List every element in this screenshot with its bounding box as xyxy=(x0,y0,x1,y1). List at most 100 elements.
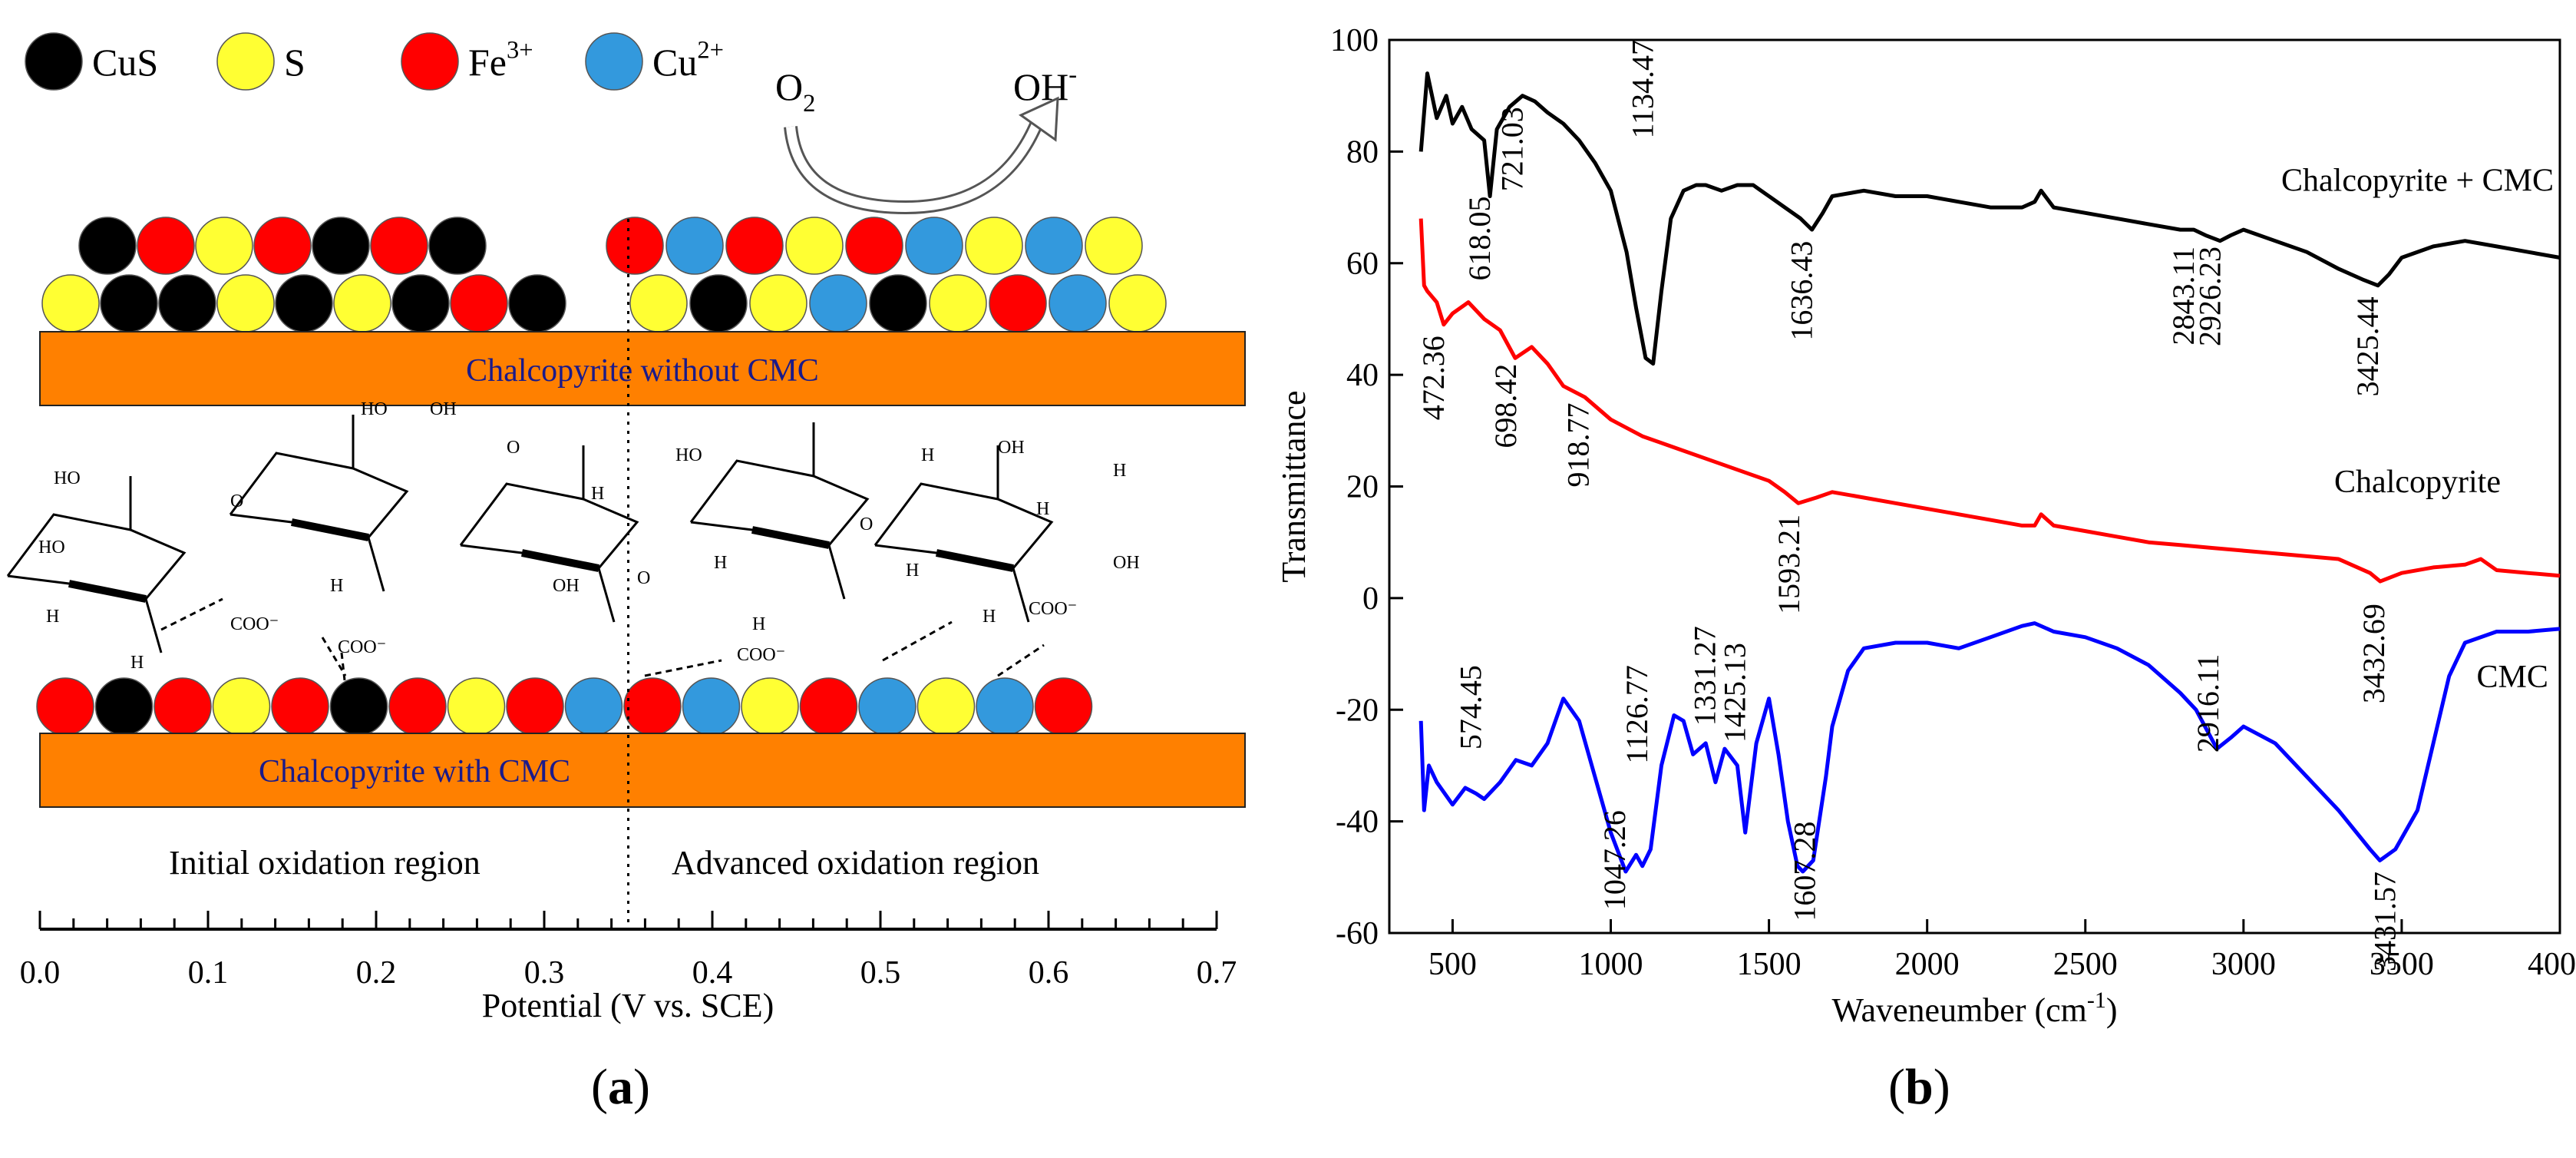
ring-bond-bold xyxy=(751,526,830,549)
panel-b: 5001000150020002500300035004000-60-40-20… xyxy=(1259,0,2576,1154)
interaction-arrows xyxy=(160,597,1045,688)
particle xyxy=(1025,217,1083,275)
peak-label: 1331.27 xyxy=(1688,626,1722,726)
particle xyxy=(137,217,195,275)
particle xyxy=(158,274,216,333)
legend: CuS S Fe3+ Cu2+ xyxy=(25,32,724,91)
x-tick-label: 3000 xyxy=(2211,947,2276,982)
cmc-molecule xyxy=(6,415,1054,653)
interaction-arrow xyxy=(321,637,347,677)
particle xyxy=(725,217,784,275)
molecule-atom-label: OH xyxy=(998,438,1025,458)
particle xyxy=(989,274,1047,333)
ring-substituent xyxy=(367,537,385,592)
figure-label-a-text: a xyxy=(607,1059,633,1115)
particle xyxy=(370,217,428,275)
y-tick-label: 40 xyxy=(1346,358,1379,393)
series-label: Chalcopyrite xyxy=(2334,465,2501,500)
oxidation-arrow xyxy=(786,113,1045,213)
ring-substituent xyxy=(827,544,846,600)
peak-label: 1425.13 xyxy=(1718,643,1752,743)
figure-label-b-text: b xyxy=(1904,1059,1934,1115)
peak-label: 2843.11 xyxy=(2166,246,2201,346)
particle xyxy=(623,677,682,736)
particle xyxy=(689,274,748,333)
series-label: Chalcopyrite + CMC xyxy=(2281,163,2554,198)
series-line xyxy=(1418,71,2561,366)
particle xyxy=(271,677,329,736)
molecule-atom-label: COO⁻ xyxy=(338,637,386,657)
peak-label: 618.05 xyxy=(1462,197,1497,281)
figure-label-a: (a) xyxy=(591,1059,650,1115)
slab-bottom-label: Chalcopyrite with CMC xyxy=(259,754,570,789)
particle xyxy=(1049,274,1107,333)
legend-marker xyxy=(401,32,459,91)
molecule-atom-label: H xyxy=(330,576,343,596)
series-line xyxy=(1418,621,2561,874)
molecule-atom-label: O xyxy=(507,438,520,458)
y-tick-label: 20 xyxy=(1346,470,1379,505)
panel-a: CuS S Fe3+ Cu2+ O2 OH- Chalcopyrite without CM… xyxy=(0,0,1259,1154)
peak-label: 1593.21 xyxy=(1772,514,1806,614)
particle xyxy=(665,217,724,275)
ring-bond-bold xyxy=(521,549,599,572)
peak-label: 2916.11 xyxy=(2191,654,2225,753)
ring-substituent xyxy=(144,598,163,653)
particle xyxy=(682,677,741,736)
x-tick-label: 500 xyxy=(1428,947,1477,982)
series-label: CMC xyxy=(2476,660,2548,695)
potential-tick-label: 0.7 xyxy=(1197,955,1237,991)
particle xyxy=(809,274,867,333)
peak-label: 2926.23 xyxy=(2192,246,2227,346)
particle xyxy=(333,274,391,333)
layer-top-left xyxy=(78,217,487,275)
potential-axis-title: Potential (V vs. SCE) xyxy=(482,987,774,1024)
molecule-atom-label: COO⁻ xyxy=(737,645,785,665)
particle xyxy=(929,274,987,333)
molecule-atom-label: HO xyxy=(361,399,388,419)
legend-label: Cu2+ xyxy=(652,37,724,84)
peak-label: 1607.28 xyxy=(1787,822,1821,921)
y-tick-label: 80 xyxy=(1346,134,1379,170)
particle xyxy=(275,274,333,333)
particle xyxy=(450,274,508,333)
region-advanced-label: Advanced oxidation region xyxy=(672,844,1039,882)
particle xyxy=(508,274,566,333)
particle xyxy=(100,274,158,333)
potential-tick-label: 0.0 xyxy=(20,955,61,991)
particle xyxy=(312,217,370,275)
particle xyxy=(428,217,487,275)
legend-label: Fe3+ xyxy=(468,37,533,84)
molecule-atom-label: H xyxy=(921,445,934,465)
particle xyxy=(1085,217,1143,275)
y-tick-label: 60 xyxy=(1346,246,1379,282)
particle xyxy=(629,274,688,333)
x-tick-label: 2500 xyxy=(2053,947,2118,982)
ring-substituent xyxy=(597,567,616,623)
figure-label-b: (b) xyxy=(1888,1059,1950,1115)
peak-label: 3431.57 xyxy=(2368,872,2403,971)
molecule-atom-label: H xyxy=(983,607,996,627)
x-tick-label: 3500 xyxy=(2370,947,2434,982)
potential-axis: 0.0 0.1 0.2 0.3 0.4 0.5 0.6 0.7 Potential (V vs.… xyxy=(20,911,1237,1024)
interaction-arrow xyxy=(160,597,223,631)
potential-tick-label: 0.4 xyxy=(692,955,733,991)
legend-label: S xyxy=(284,41,305,84)
molecule-atom-label: HO xyxy=(38,538,65,557)
particle xyxy=(216,274,275,333)
particle xyxy=(799,677,858,736)
particle xyxy=(78,217,137,275)
particle xyxy=(916,677,976,736)
legend-marker xyxy=(216,32,275,91)
peak-label: 3425.44 xyxy=(2350,296,2385,396)
peak-label: 1126.77 xyxy=(1620,665,1654,764)
particle xyxy=(388,677,447,736)
y-axis-title: Transmittance xyxy=(1275,390,1313,582)
layer-with-cmc xyxy=(36,677,1093,736)
series-line xyxy=(1418,218,2561,584)
oh-label: OH- xyxy=(1013,61,1077,109)
molecule-atom-label: OH xyxy=(553,576,580,596)
legend-label: CuS xyxy=(92,41,158,84)
interaction-arrow xyxy=(997,644,1045,677)
